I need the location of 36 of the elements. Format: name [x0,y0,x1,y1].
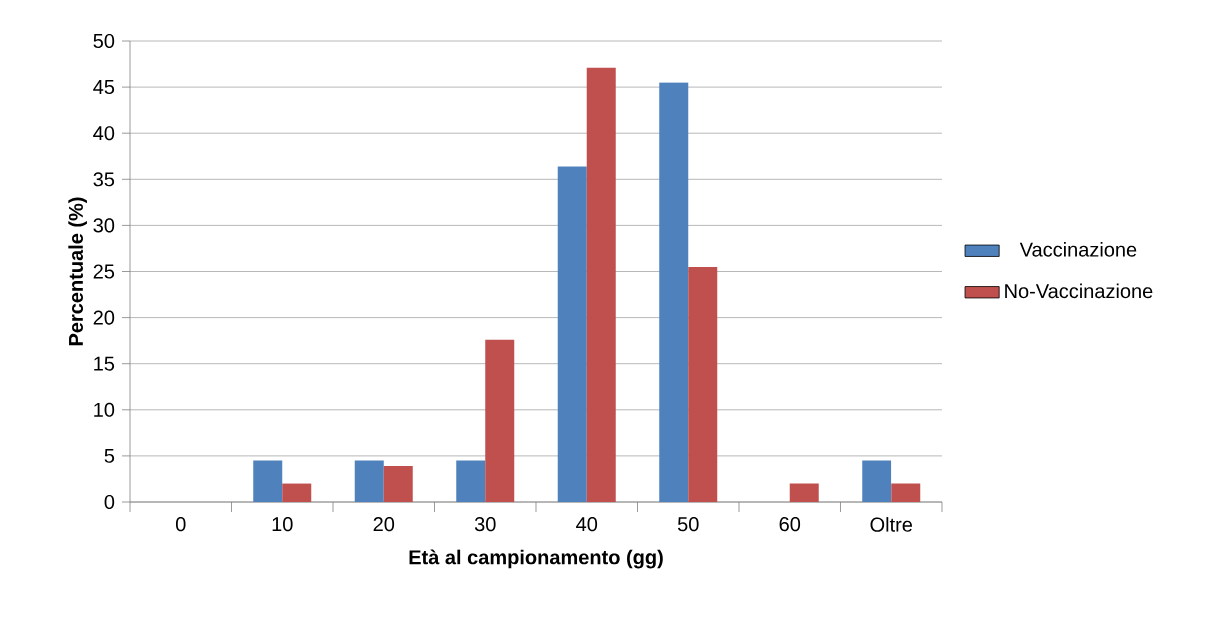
y-tick-label: 45 [93,80,115,95]
y-tick-label: 25 [93,264,115,279]
bar [891,483,921,502]
y-tick-label: 30 [93,218,115,233]
x-tick-label: Oltre [870,517,913,532]
bar [688,266,718,502]
y-tick-label: 0 [104,494,115,510]
bar [282,483,312,502]
bar [383,466,413,502]
bar [659,82,689,502]
y-tick-label: 5 [104,448,115,463]
bar [789,483,819,502]
x-tick-label: 10 [272,517,293,532]
x-tick-label: 30 [474,517,496,532]
bar [456,460,486,502]
x-tick-label: 50 [677,517,699,532]
bar [253,460,283,502]
legend-label: Vaccinazione [1019,242,1137,257]
x-tick-label: 40 [576,517,598,532]
bar [557,166,587,502]
y-tick-label: 40 [93,126,115,141]
x-tick-label: 60 [779,517,801,532]
y-tick-label: 20 [93,310,115,325]
bar [862,460,892,502]
x-tick-label: 20 [373,517,395,532]
y-tick-label: 35 [93,172,115,187]
x-tick-label: 0 [175,517,186,532]
y-axis-title: Percentuale (%) [68,197,87,346]
y-tick-label: 50 [93,33,115,49]
legend-label: No-Vaccinazione [1005,283,1153,299]
x-axis-title: Età al campionamento (gg) [409,549,663,569]
y-tick-label: 15 [94,356,115,371]
bar [354,460,384,502]
bar [586,67,616,502]
y-tick-label: 10 [94,402,115,417]
bar [485,339,515,502]
